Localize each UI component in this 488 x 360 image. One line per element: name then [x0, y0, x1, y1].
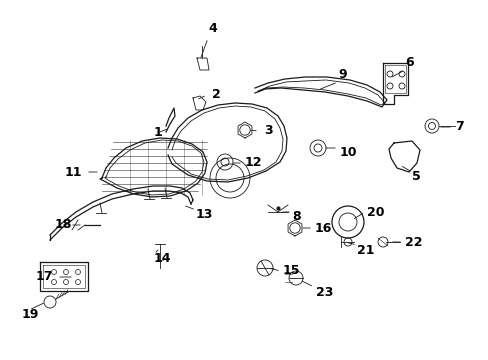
- Text: 13: 13: [196, 208, 213, 221]
- Text: 18: 18: [55, 219, 72, 231]
- Text: 20: 20: [366, 206, 384, 219]
- Text: 21: 21: [356, 243, 374, 256]
- Text: 22: 22: [404, 235, 422, 248]
- Text: 5: 5: [411, 171, 420, 184]
- Text: 12: 12: [244, 157, 262, 170]
- Text: 15: 15: [283, 265, 300, 278]
- Text: 3: 3: [264, 125, 272, 138]
- Text: 17: 17: [36, 270, 53, 284]
- Text: 9: 9: [337, 68, 346, 81]
- Text: 2: 2: [212, 89, 220, 102]
- Text: 7: 7: [454, 121, 463, 134]
- Text: 16: 16: [314, 221, 332, 234]
- Text: 4: 4: [207, 22, 216, 35]
- Text: 14: 14: [154, 252, 171, 266]
- Text: 8: 8: [291, 210, 300, 222]
- Text: 1: 1: [153, 126, 162, 139]
- Text: 19: 19: [22, 309, 40, 321]
- Text: 23: 23: [315, 285, 333, 298]
- Text: 10: 10: [339, 147, 357, 159]
- Text: 6: 6: [404, 55, 413, 68]
- Text: 11: 11: [64, 166, 82, 179]
